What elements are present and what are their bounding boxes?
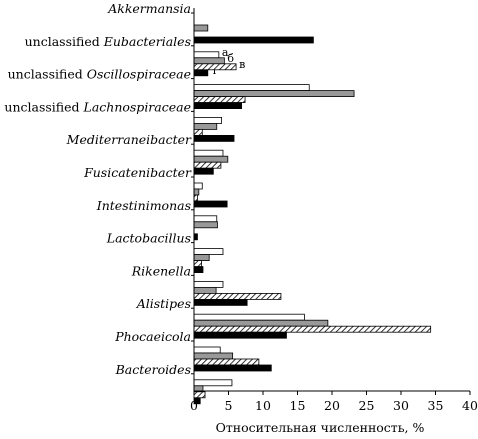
category-label: Lactobacillus (106, 231, 191, 246)
bar (193, 254, 210, 262)
bar (193, 123, 218, 130)
bar (193, 90, 355, 97)
bar (193, 102, 243, 109)
bar (193, 84, 310, 91)
bar (193, 266, 204, 274)
bar (193, 134, 235, 142)
category-label: unclassified Eubacteriales (25, 34, 191, 49)
bar (193, 352, 234, 360)
bar (193, 161, 222, 169)
x-tick-label: 15 (290, 398, 306, 413)
bar (193, 128, 203, 136)
bar (193, 379, 233, 387)
bar (193, 248, 224, 256)
category-label: unclassified Lachnospiraceae (4, 99, 191, 114)
bar (193, 69, 209, 77)
x-axis-label: Относительная численность, % (216, 420, 425, 435)
bar (193, 188, 200, 196)
bar (193, 155, 229, 163)
bar (193, 200, 228, 208)
x-tick-label: 5 (225, 398, 233, 413)
bar (193, 286, 217, 294)
category-label: Akkermansia (107, 1, 191, 16)
x-tick-label: 20 (324, 398, 340, 413)
bar (193, 117, 223, 124)
category-label: Rikenella (131, 263, 191, 278)
category-label: Bacteroides (115, 362, 191, 377)
x-tick-label: 25 (359, 398, 375, 413)
bar (193, 319, 329, 327)
legend-label: а (222, 46, 229, 59)
bar (193, 391, 206, 399)
bar (193, 298, 248, 306)
bar (193, 358, 260, 366)
bar (193, 280, 224, 288)
bar (193, 233, 198, 241)
bar (193, 36, 314, 44)
bar (193, 215, 218, 223)
x-tick-label: 30 (393, 398, 409, 413)
bar (193, 325, 432, 333)
bar (193, 260, 202, 268)
bar (193, 24, 209, 32)
bar (193, 182, 203, 190)
category-label: Phocaeicola (114, 329, 191, 344)
category-label: Mediterraneibacter (66, 132, 192, 147)
category-label: Alistipes (136, 296, 191, 311)
legend-label: б (227, 52, 234, 65)
x-tick-label: 35 (428, 398, 444, 413)
bar (193, 346, 221, 354)
x-tick-label: 0 (190, 398, 198, 413)
bar (193, 313, 305, 321)
category-label: unclassified Oscillospiraceae (8, 67, 191, 82)
legend-label: г (213, 64, 219, 77)
bar (193, 194, 198, 202)
bar (193, 63, 237, 71)
legend-label: в (239, 58, 245, 71)
x-tick-label: 10 (255, 398, 271, 413)
x-tick-label: 40 (462, 398, 478, 413)
bar (193, 364, 272, 372)
bar (193, 149, 224, 157)
bar (193, 96, 246, 103)
bar (193, 221, 218, 229)
bar (193, 57, 225, 65)
bar (193, 331, 287, 339)
bar (193, 167, 214, 175)
bar (193, 51, 220, 59)
bar (193, 397, 201, 405)
bar (193, 292, 282, 300)
category-label: Fusicatenibacter (83, 165, 192, 180)
category-label: Intestinimonas (96, 198, 191, 213)
